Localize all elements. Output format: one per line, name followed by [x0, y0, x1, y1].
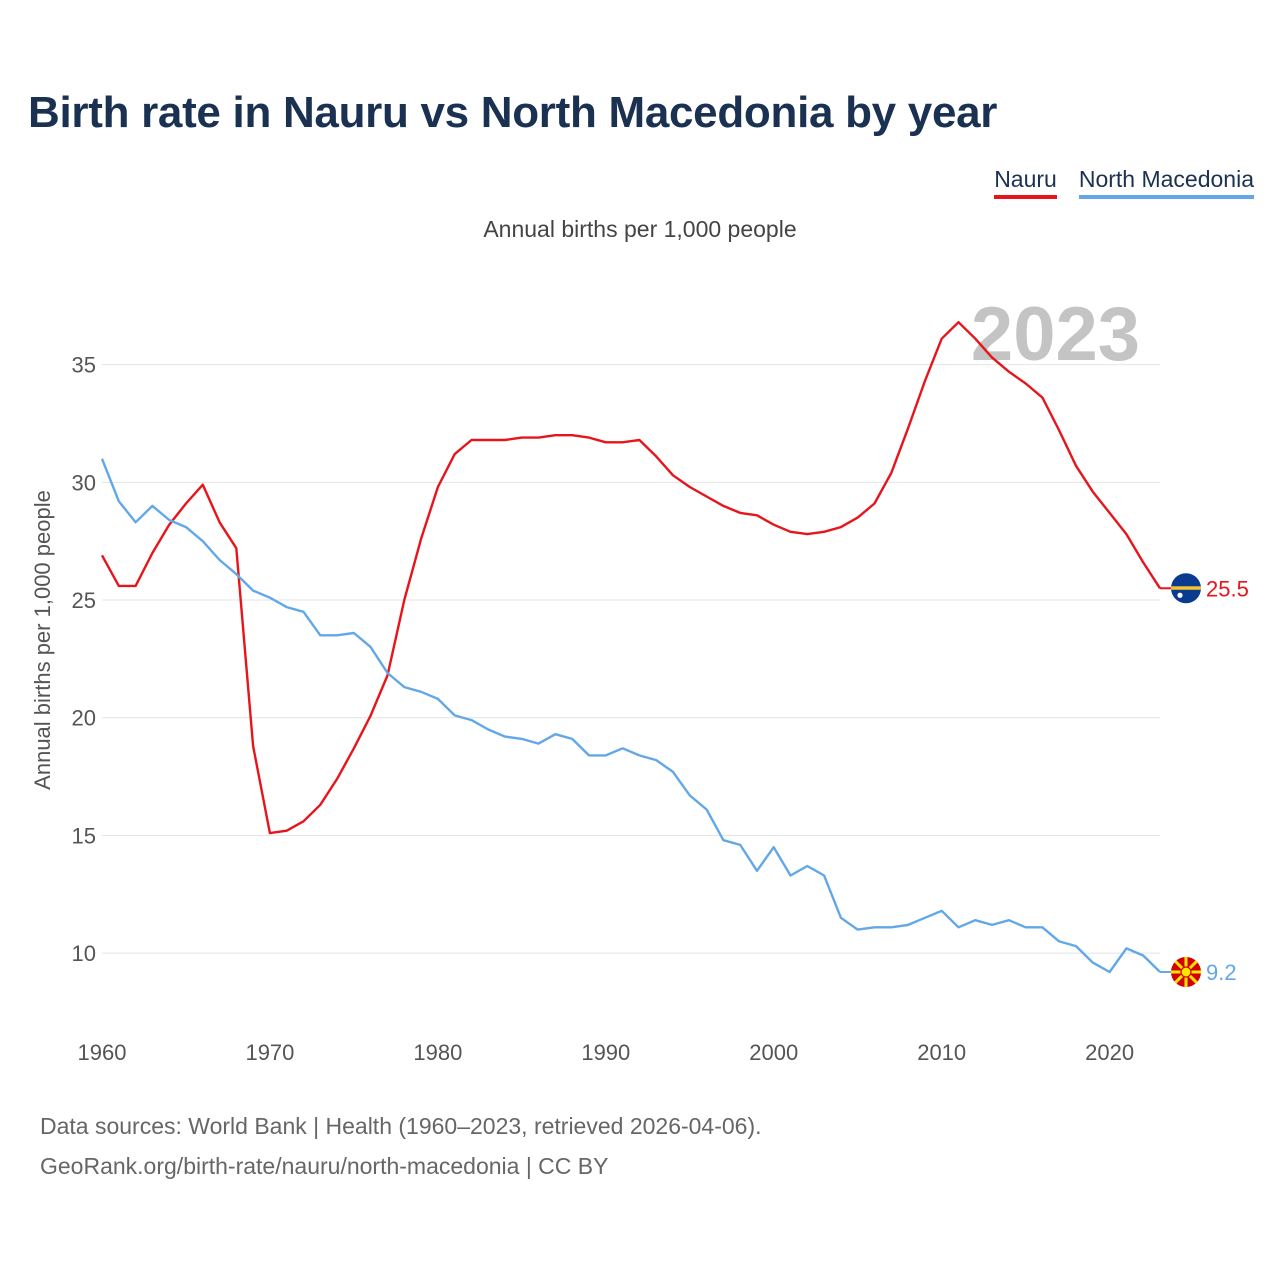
source-line-2[interactable]: GeoRank.org/birth-rate/nauru/north-maced…: [40, 1153, 609, 1179]
x-tick-label: 1990: [581, 1040, 630, 1065]
x-tick-label: 1980: [413, 1040, 462, 1065]
data-source: Data sources: World Bank | Health (1960–…: [40, 1106, 762, 1186]
y-tick-label: 30: [72, 470, 96, 495]
series-lines: [100, 321, 1162, 974]
x-axis-ticks: 1960 1970 1980 1990 2000 2010 2020: [78, 1040, 1135, 1065]
flag-nauru-icon: [1171, 573, 1201, 604]
x-tick-label: 1970: [245, 1040, 294, 1065]
series-line-nauru: [100, 321, 1162, 835]
y-tick-label: 20: [72, 706, 96, 731]
y-axis-ticks: 10 15 20 25 30 35: [72, 353, 96, 967]
end-value-label-north-macedonia: 9.2: [1206, 960, 1237, 985]
y-tick-label: 25: [72, 588, 96, 613]
y-tick-label: 35: [72, 353, 96, 378]
end-value-label-nauru: 25.5: [1206, 576, 1249, 601]
x-tick-label: 2020: [1085, 1040, 1134, 1065]
x-tick-label: 1960: [78, 1040, 127, 1065]
y-tick-label: 15: [72, 823, 96, 848]
year-label: 2023: [971, 292, 1140, 377]
flag-north-macedonia-icon: [1171, 956, 1201, 987]
x-tick-label: 2000: [749, 1040, 798, 1065]
legend: Nauru North Macedonia: [994, 166, 1254, 199]
x-tick-label: 2010: [917, 1040, 966, 1065]
legend-item-north-macedonia[interactable]: North Macedonia: [1078, 166, 1254, 199]
y-tick-label: 10: [72, 941, 96, 966]
y-axis-label: Annual births per 1,000 people: [30, 490, 55, 790]
source-line-1: Data sources: World Bank | Health (1960–…: [40, 1113, 762, 1139]
series-line-north-macedonia: [100, 458, 1161, 974]
chart-subtitle: Annual births per 1,000 people: [483, 216, 797, 242]
series-endpoints: 25.5 9.2: [1160, 573, 1249, 987]
legend-item-nauru[interactable]: Nauru: [994, 166, 1057, 199]
chart-title: Birth rate in Nauru vs North Macedonia b…: [28, 88, 998, 137]
gridlines: [102, 364, 1160, 954]
